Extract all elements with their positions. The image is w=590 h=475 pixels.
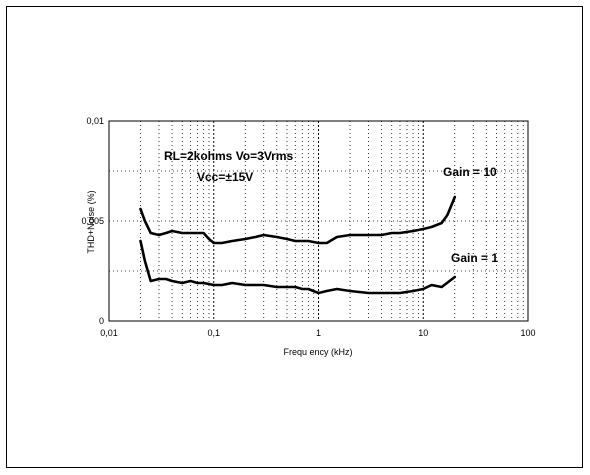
- series-label-gain-1: Gain = 1: [451, 251, 498, 265]
- tick-labels: 0,01 0,1 1 10 100 0 0,005 0,01: [81, 116, 535, 338]
- y-tick-label: 0,005: [81, 216, 104, 226]
- plot-area: [108, 120, 529, 322]
- y-tick-label: 0,01: [86, 116, 104, 126]
- series-line-gain-1: [139, 239, 457, 295]
- x-tick-label: 0,01: [100, 328, 118, 338]
- series-line-gain-10: [139, 195, 457, 245]
- grid-lines: [109, 121, 528, 321]
- chart-frame: [6, 6, 583, 468]
- data-series: [139, 195, 457, 295]
- x-tick-label: 100: [520, 328, 535, 338]
- y-tick-label: 0: [99, 316, 104, 326]
- x-tick-label: 10: [418, 328, 428, 338]
- series-label-gain-10: Gain = 10: [443, 165, 497, 179]
- annotation-load-conditions: RL=2kohms Vo=3Vrms: [164, 149, 293, 163]
- x-tick-label: 1: [316, 328, 321, 338]
- x-tick-label: 0,1: [207, 328, 220, 338]
- y-axis-label: THD+Noise (%): [86, 190, 96, 253]
- x-axis-label: Frequ ency (kHz): [283, 347, 352, 357]
- annotation-supply-voltage: Vcc=±15V: [197, 170, 253, 184]
